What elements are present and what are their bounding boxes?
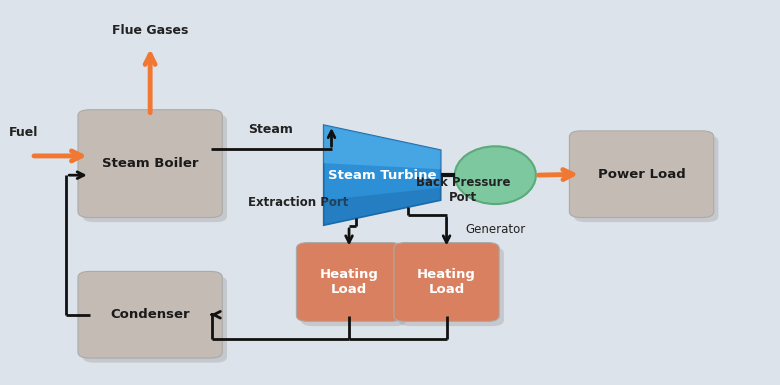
FancyBboxPatch shape: [569, 131, 714, 218]
Text: Heating
Load: Heating Load: [417, 268, 476, 296]
Text: Steam: Steam: [249, 124, 293, 136]
FancyBboxPatch shape: [78, 271, 222, 358]
Text: Condenser: Condenser: [110, 308, 190, 321]
Polygon shape: [324, 125, 441, 225]
Text: Heating
Load: Heating Load: [320, 268, 378, 296]
Text: Steam Boiler: Steam Boiler: [102, 157, 198, 170]
Text: Back Pressure
Port: Back Pressure Port: [416, 176, 510, 204]
Text: Generator: Generator: [465, 223, 526, 236]
Text: Flue Gases: Flue Gases: [112, 24, 188, 37]
Polygon shape: [324, 188, 441, 225]
Text: Steam Turbine: Steam Turbine: [328, 169, 437, 182]
FancyBboxPatch shape: [83, 276, 227, 363]
Text: Fuel: Fuel: [9, 126, 38, 139]
Text: Extraction Port: Extraction Port: [248, 196, 349, 209]
FancyBboxPatch shape: [394, 243, 499, 321]
FancyBboxPatch shape: [301, 247, 406, 326]
Text: Power Load: Power Load: [597, 168, 686, 181]
Ellipse shape: [455, 146, 536, 204]
Polygon shape: [324, 125, 441, 169]
FancyBboxPatch shape: [574, 136, 718, 222]
FancyBboxPatch shape: [78, 110, 222, 218]
FancyBboxPatch shape: [399, 247, 504, 326]
FancyBboxPatch shape: [296, 243, 402, 321]
FancyBboxPatch shape: [83, 114, 227, 222]
